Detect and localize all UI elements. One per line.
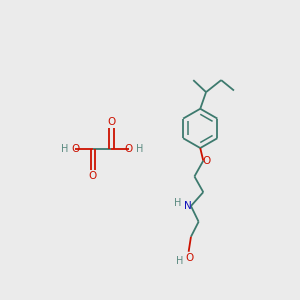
- Text: O: O: [125, 144, 133, 154]
- Text: H: H: [176, 256, 183, 266]
- Text: O: O: [71, 144, 80, 154]
- Text: N: N: [184, 201, 192, 211]
- Text: O: O: [89, 171, 97, 182]
- Text: H: H: [174, 198, 181, 208]
- Text: O: O: [107, 117, 116, 127]
- Text: H: H: [61, 144, 68, 154]
- Text: H: H: [136, 144, 143, 154]
- Text: O: O: [185, 253, 194, 263]
- Text: O: O: [202, 156, 211, 166]
